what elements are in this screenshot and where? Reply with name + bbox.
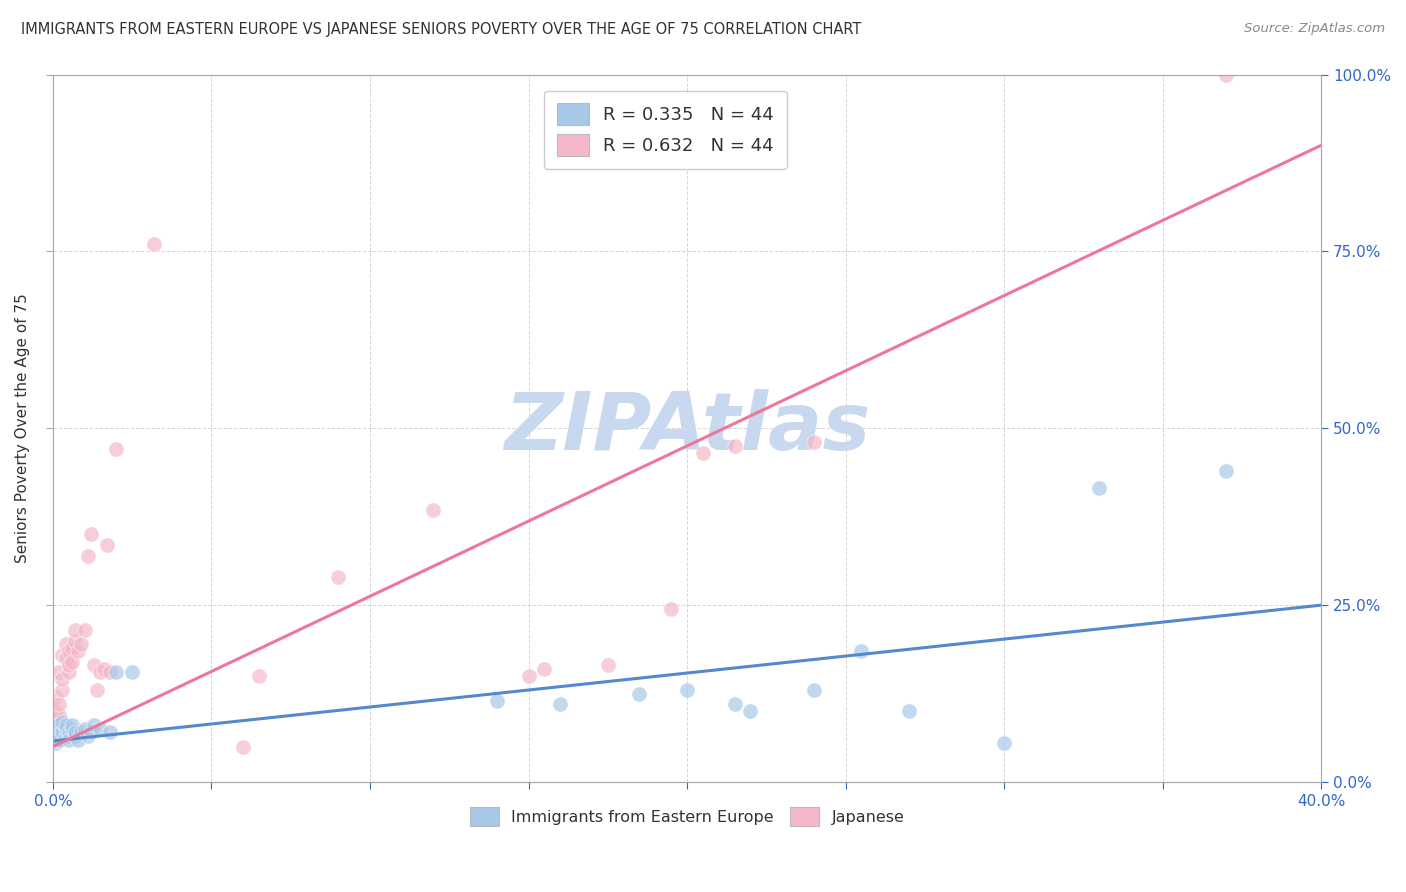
Point (232, 739, 254, 754)
Point (60, 640, 83, 655)
Point (51, 683, 73, 698)
Point (76, 549, 98, 563)
Point (89, 665, 111, 680)
Point (48, 722, 70, 736)
Point (723, 697, 745, 711)
Point (98, 665, 121, 680)
Point (48, 718, 70, 732)
Point (86, 683, 108, 698)
Point (1215, 464, 1237, 478)
Point (692, 446, 714, 460)
Point (51, 714, 73, 729)
Point (58, 729, 80, 743)
Point (517, 669, 540, 683)
Point (328, 570, 350, 584)
Point (93, 662, 115, 676)
Point (247, 669, 270, 683)
Point (48, 732, 70, 747)
Point (45, 718, 67, 732)
Point (58, 658, 80, 673)
Point (51, 648, 73, 662)
Point (55, 718, 77, 732)
Point (42, 729, 65, 743)
Point (676, 683, 699, 698)
Point (51, 725, 73, 739)
Point (45, 732, 67, 747)
Point (55, 729, 77, 743)
Point (80, 725, 103, 739)
Point (1215, 68, 1237, 82)
Point (851, 644, 873, 658)
Point (548, 697, 571, 711)
Point (89, 722, 111, 736)
Point (993, 736, 1015, 750)
Point (60, 718, 83, 732)
Text: Source: ZipAtlas.com: Source: ZipAtlas.com (1244, 22, 1385, 36)
Point (105, 665, 128, 680)
Point (48, 665, 70, 680)
Point (45, 722, 67, 736)
Point (60, 722, 83, 736)
Point (628, 687, 651, 701)
Point (76, 729, 98, 743)
Point (803, 683, 825, 698)
Point (58, 644, 80, 658)
Point (83, 658, 105, 673)
Point (58, 665, 80, 680)
Point (485, 693, 508, 707)
Point (51, 673, 73, 687)
Legend: Immigrants from Eastern Europe, Japanese: Immigrants from Eastern Europe, Japanese (461, 798, 912, 834)
Point (45, 736, 67, 750)
Text: ZIPAtlas: ZIPAtlas (503, 389, 870, 467)
Point (70, 637, 93, 651)
Point (73, 623, 96, 637)
Point (42, 729, 65, 743)
Point (58, 732, 80, 747)
Point (96, 538, 118, 552)
Point (803, 435, 825, 450)
Point (73, 722, 96, 736)
Point (63, 725, 86, 739)
Point (63, 633, 86, 648)
Point (596, 658, 619, 673)
Point (55, 722, 77, 736)
Point (55, 637, 77, 651)
Point (98, 725, 121, 739)
Point (1088, 482, 1111, 496)
Point (48, 707, 70, 722)
Text: IMMIGRANTS FROM EASTERN EUROPE VS JAPANESE SENIORS POVERTY OVER THE AGE OF 75 CO: IMMIGRANTS FROM EASTERN EUROPE VS JAPANE… (21, 22, 862, 37)
Point (48, 732, 70, 747)
Point (63, 729, 86, 743)
Point (63, 623, 86, 637)
Point (121, 665, 143, 680)
Point (143, 237, 166, 252)
Point (83, 718, 105, 732)
Point (51, 722, 73, 736)
Point (723, 439, 745, 453)
Point (422, 502, 444, 516)
Point (60, 655, 83, 669)
Y-axis label: Seniors Poverty Over the Age of 75: Seniors Poverty Over the Age of 75 (15, 293, 30, 563)
Point (45, 711, 67, 725)
Point (80, 527, 103, 541)
Point (533, 662, 555, 676)
Point (67, 644, 90, 658)
Point (70, 725, 93, 739)
Point (45, 690, 67, 705)
Point (740, 704, 762, 718)
Point (898, 704, 921, 718)
Point (45, 704, 67, 718)
Point (105, 442, 128, 457)
Point (58, 725, 80, 739)
Point (55, 651, 77, 665)
Point (67, 732, 90, 747)
Point (659, 601, 682, 615)
Point (48, 697, 70, 711)
